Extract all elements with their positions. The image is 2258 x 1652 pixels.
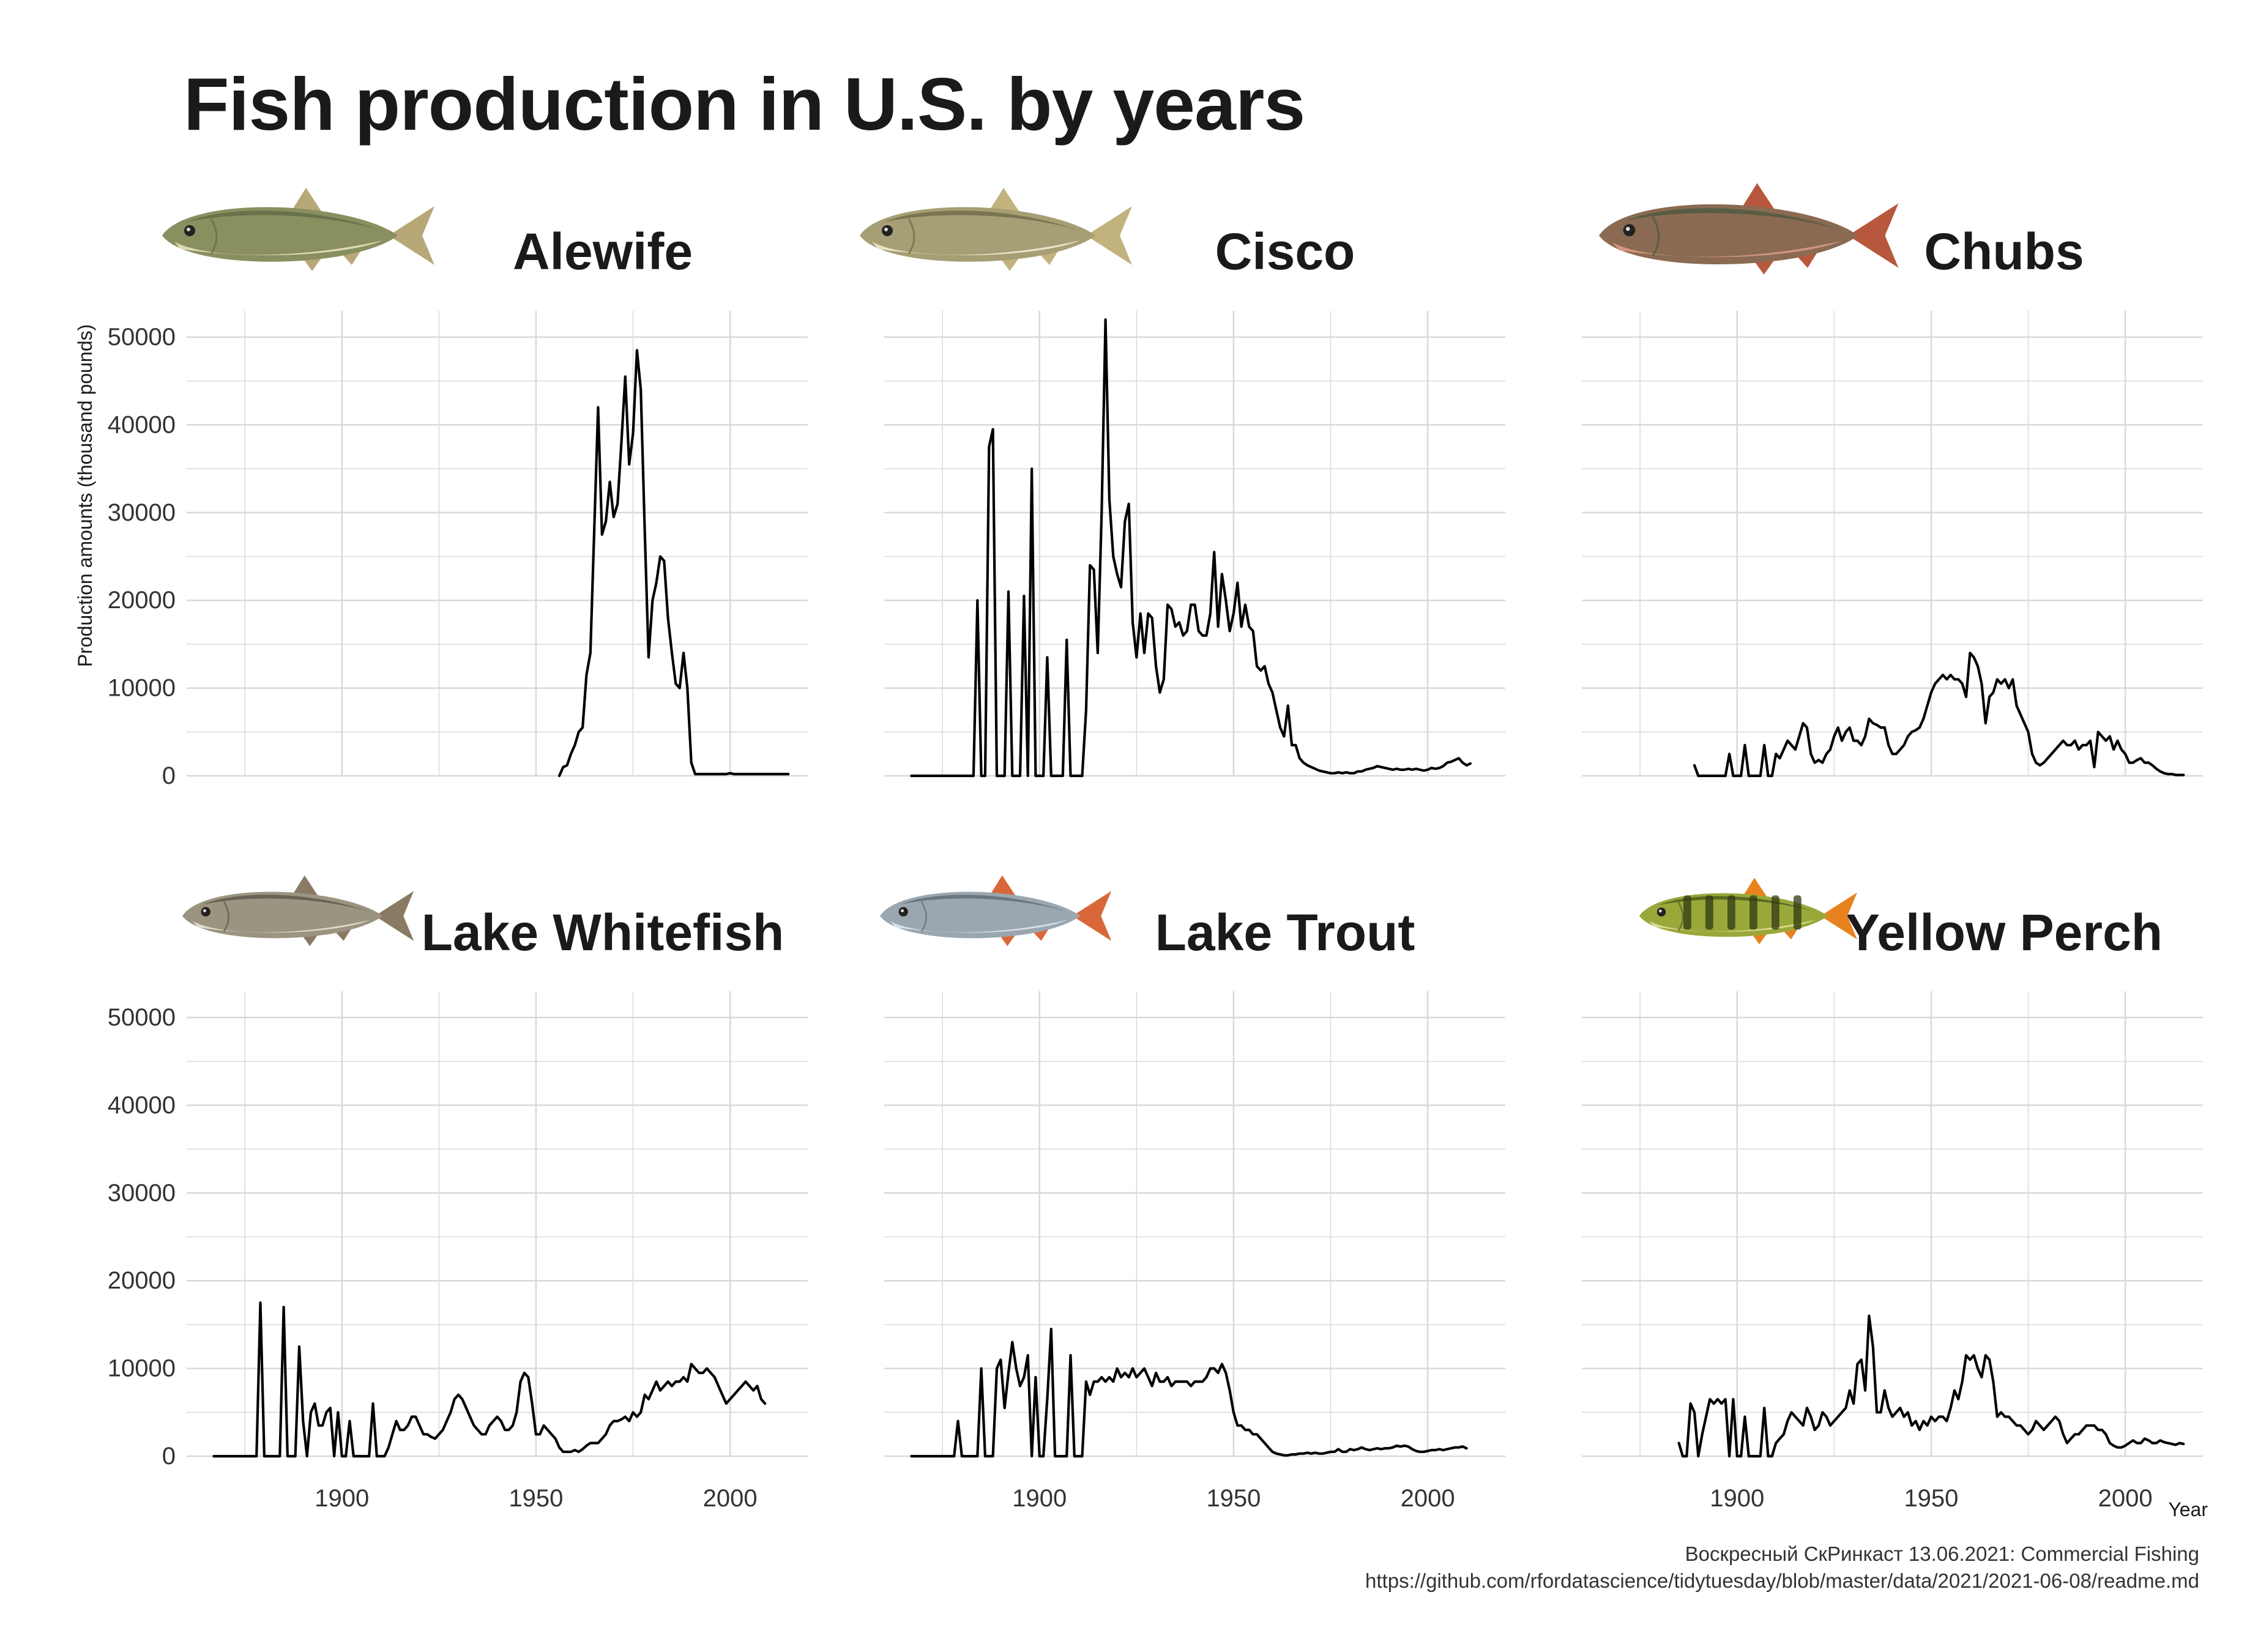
y-tick-label: 10000 (108, 675, 176, 702)
gridlines (1582, 311, 2203, 777)
gridlines (187, 311, 808, 777)
gridlines (1582, 991, 2203, 1457)
gridlines (187, 991, 808, 1457)
y-tick-label: 20000 (108, 587, 176, 614)
y-tick-label: 30000 (108, 499, 176, 526)
x-tick-label: 1900 (1012, 1485, 1067, 1512)
panel-lake-trout: 1900 1950 2000 Lake Trout (880, 875, 1505, 1512)
panel-yellow-perch: 1900 1950 2000 Yellow Perch (1582, 877, 2203, 1512)
caption-line-1: Воскресный СкРинкаст 13.06.2021: Commerc… (1685, 1542, 2199, 1565)
panel-title-lake-trout: Lake Trout (1155, 904, 1415, 961)
panel-title-yellow-perch: Yellow Perch (1846, 904, 2163, 961)
panel-alewife: 0 10000 20000 30000 40000 50000 Alewife (108, 188, 808, 789)
page-title: Fish production in U.S. by years (184, 62, 1305, 146)
yellow-perch-illustration (1639, 877, 1857, 945)
caption-line-2: https://github.com/rfordatascience/tidyt… (1365, 1569, 2199, 1592)
panel-title-chubs: Chubs (1924, 223, 2084, 280)
y-tick-label: 20000 (108, 1267, 176, 1294)
y-tick-label: 0 (162, 762, 176, 789)
panel-lake-whitefish: 0 10000 20000 30000 40000 50000 1900 1950 2000 La… (108, 875, 808, 1512)
panel-chubs: Chubs (1582, 183, 2203, 778)
chubs-illustration (1599, 183, 1899, 275)
caption: Воскресный СкРинкаст 13.06.2021: Commerc… (1365, 1541, 2199, 1594)
gridlines (884, 311, 1505, 777)
y-tick-label: 50000 (108, 1004, 176, 1031)
y-tick-label: 10000 (108, 1355, 176, 1382)
x-tick-label: 2000 (703, 1485, 758, 1512)
y-tick-label: 0 (162, 1443, 176, 1470)
x-axis-title: Year (2168, 1498, 2208, 1520)
x-tick-label: 2000 (1401, 1485, 1455, 1512)
panel-title-lake-whitefish: Lake Whitefish (422, 904, 784, 961)
series-line-cisco (910, 318, 1472, 778)
y-axis-title: Production amounts (thousand pounds) (74, 324, 96, 667)
panel-cisco: Cisco (860, 188, 1505, 778)
panel-title-cisco: Cisco (1215, 223, 1355, 280)
lake-whitefish-illustration (182, 875, 414, 947)
series-line-lake-trout (910, 1328, 1468, 1458)
y-tick-label: 40000 (108, 411, 176, 438)
x-tick-label: 1900 (1710, 1485, 1764, 1512)
panel-title-alewife: Alewife (513, 223, 693, 280)
series-line-lake-whitefish (212, 1301, 767, 1458)
alewife-illustration (162, 188, 434, 271)
cisco-illustration (860, 188, 1132, 271)
x-tick-label: 2000 (2098, 1485, 2153, 1512)
series-line-chubs (1693, 652, 2185, 778)
y-tick-label: 40000 (108, 1092, 176, 1118)
y-tick-label: 50000 (108, 324, 176, 351)
series-line-yellow-perch (1677, 1314, 2185, 1458)
x-tick-label: 1900 (315, 1485, 369, 1512)
gridlines (884, 991, 1505, 1457)
y-tick-label: 30000 (108, 1180, 176, 1207)
lake-trout-illustration (880, 875, 1112, 947)
x-tick-label: 1950 (1904, 1485, 1958, 1512)
series-line-alewife (557, 349, 790, 778)
x-tick-label: 1950 (509, 1485, 563, 1512)
x-tick-label: 1950 (1206, 1485, 1261, 1512)
